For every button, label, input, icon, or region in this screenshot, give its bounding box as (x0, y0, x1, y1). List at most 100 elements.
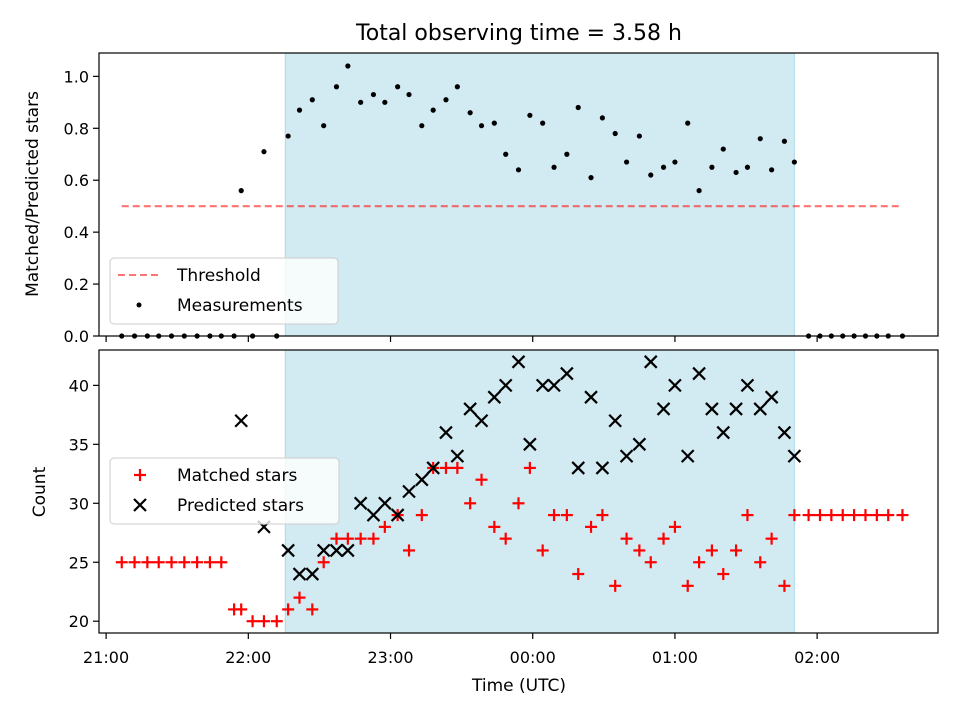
predicted-star-point (584, 390, 598, 404)
matched-star-point (536, 544, 549, 557)
predicted-star-point (415, 472, 429, 487)
top-ytick-label: 0.0 (64, 327, 89, 346)
matched-star-point (859, 509, 872, 522)
measurement-point (503, 151, 509, 157)
observing-window-shade (284, 349, 795, 634)
matched-star-point (620, 532, 633, 545)
matched-star-point (778, 579, 791, 592)
matched-star-point (870, 509, 883, 522)
predicted-star-point (305, 567, 320, 581)
matched-star-point (235, 603, 248, 616)
measurement-point (345, 63, 351, 69)
measurement-point (672, 159, 678, 165)
matched-star-point (705, 544, 718, 557)
predicted-star-point (535, 378, 550, 393)
bottom-ytick-label: 25 (69, 553, 89, 572)
measurement-point (296, 107, 303, 113)
matched-star-point (836, 509, 849, 522)
measurement-point (430, 107, 436, 113)
matched-star-point (152, 556, 165, 569)
predicted-star-point (463, 402, 477, 416)
measurement-point (540, 120, 546, 126)
predicted-star-point (716, 425, 731, 440)
legend-matched-label: Matched stars (177, 466, 297, 486)
matched-star-point (246, 615, 259, 628)
measurement-point (720, 146, 726, 152)
matched-star-point (560, 509, 573, 522)
top-ytick-label: 0.2 (64, 275, 89, 294)
matched-star-point (115, 556, 128, 569)
matched-star-point (451, 461, 464, 474)
measurement-point (648, 172, 654, 178)
bottom-ytick-label: 20 (69, 612, 89, 631)
matched-star-point (488, 520, 501, 533)
measurement-point (309, 97, 315, 103)
chart-title: Total observing time = 3.58 h (355, 21, 682, 46)
top-legend: Threshold Measurements (109, 257, 339, 325)
predicted-star-point (547, 378, 561, 393)
top-ytick-label: 0.8 (64, 119, 89, 138)
predicted-star-point (643, 355, 658, 369)
matched-star-point (644, 556, 657, 569)
matched-star-point (165, 556, 178, 569)
matched-star-point (717, 568, 730, 581)
top-ytick-label: 1.0 (64, 67, 89, 86)
matched-star-point (367, 532, 380, 545)
matched-star-point (403, 544, 416, 557)
matched-star-point (788, 509, 801, 522)
measurement-point (709, 164, 715, 170)
predicted-star-point (692, 366, 706, 381)
measurement-point (636, 133, 642, 139)
matched-star-point (802, 509, 815, 522)
legend-predicted-swatch (133, 498, 147, 512)
predicted-star-point (498, 378, 513, 393)
matched-star-point (215, 556, 228, 569)
bottom-legend: Matched stars Predicted stars (109, 457, 340, 525)
predicted-star-point (378, 496, 392, 511)
matched-star-point (341, 532, 354, 545)
matched-star-point (415, 509, 428, 522)
predicted-star-point (523, 437, 537, 452)
measurement-point (261, 149, 267, 155)
top-ytick-label: 0.6 (64, 171, 89, 190)
measurement-point (612, 130, 618, 137)
predicted-star-point (426, 461, 440, 475)
predicted-star-point (511, 355, 526, 369)
measurement-point (382, 99, 388, 105)
matched-star-point (523, 461, 536, 474)
legend-measurements-label: Measurements (177, 296, 303, 316)
measurement-point (238, 188, 244, 194)
measurement-point (757, 136, 763, 142)
bottom-xtick-label: 23:00 (367, 648, 413, 667)
top-ylabel: Matched/Predicted stars (23, 91, 43, 297)
measurement-point (696, 188, 702, 194)
measurement-point (478, 123, 485, 129)
predicted-star-point (560, 366, 574, 381)
predicted-star-point (487, 390, 502, 404)
predicted-star-point (329, 543, 344, 558)
predicted-star-point (316, 543, 331, 558)
matched-star-point (633, 544, 646, 557)
predicted-star-point (281, 543, 295, 558)
bottom-xtick-label: 01:00 (652, 648, 698, 667)
measurement-point (395, 84, 401, 90)
predicted-star-point (680, 449, 695, 463)
measurement-point (744, 164, 751, 170)
matched-star-point (191, 556, 204, 569)
legend-matched-swatch (134, 469, 146, 481)
matched-star-point (765, 532, 778, 545)
predicted-star-point (656, 402, 671, 416)
top-panel: 0.0 0.2 0.4 0.6 0.8 1.0 Matched/Predicted sta… (23, 52, 939, 346)
bottom-xtick-label: 02:00 (794, 648, 840, 667)
matched-star-point (306, 603, 319, 616)
measurement-point (406, 91, 412, 98)
measurement-point (419, 123, 425, 129)
matched-star-point (330, 532, 343, 545)
matched-star-point (596, 509, 609, 522)
matched-star-point (270, 615, 283, 628)
bottom-xtick-label: 21:00 (83, 648, 129, 667)
predicted-star-point (608, 413, 622, 428)
predicted-star-point (234, 413, 248, 428)
measurement-point (491, 120, 497, 126)
